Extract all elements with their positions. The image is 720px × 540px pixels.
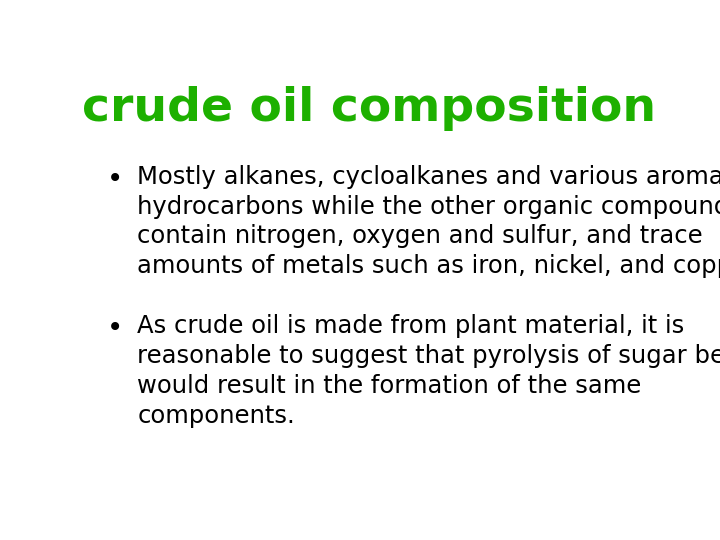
Text: As crude oil is made from plant material, it is: As crude oil is made from plant material… (138, 314, 685, 338)
Text: •: • (107, 165, 123, 193)
Text: amounts of metals such as iron, nickel, and copper.: amounts of metals such as iron, nickel, … (138, 254, 720, 279)
Text: crude oil composition: crude oil composition (82, 85, 656, 131)
Text: Mostly alkanes, cycloalkanes and various aromatic: Mostly alkanes, cycloalkanes and various… (138, 165, 720, 188)
Text: components.: components. (138, 404, 295, 428)
Text: contain nitrogen, oxygen and sulfur, and trace: contain nitrogen, oxygen and sulfur, and… (138, 225, 703, 248)
Text: reasonable to suggest that pyrolysis of sugar beet: reasonable to suggest that pyrolysis of … (138, 344, 720, 368)
Text: would result in the formation of the same: would result in the formation of the sam… (138, 374, 642, 398)
Text: •: • (107, 314, 123, 342)
Text: hydrocarbons while the other organic compounds: hydrocarbons while the other organic com… (138, 194, 720, 219)
